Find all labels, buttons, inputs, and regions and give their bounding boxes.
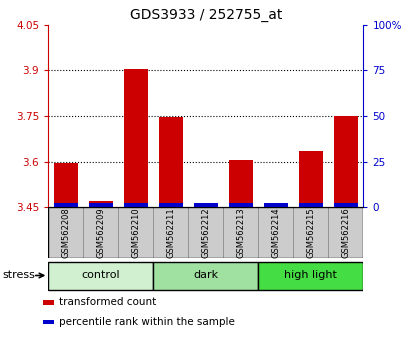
Bar (48, 262, 153, 290)
Bar (123, 203, 148, 207)
Text: transformed count: transformed count (59, 297, 157, 307)
Bar (264, 206, 288, 207)
Bar (54, 163, 78, 207)
Bar (333, 116, 358, 207)
Bar (89, 203, 113, 207)
Bar (159, 203, 183, 207)
Bar (153, 262, 258, 290)
Text: GSM562208: GSM562208 (61, 207, 70, 258)
Bar (43, 300, 55, 305)
Bar (89, 201, 113, 207)
Text: stress: stress (3, 269, 35, 280)
Text: high light: high light (284, 270, 337, 280)
Bar (258, 207, 293, 258)
Bar (188, 207, 223, 258)
Bar (228, 203, 253, 207)
Text: GSM562210: GSM562210 (131, 207, 140, 258)
Bar (159, 116, 183, 207)
Bar (123, 69, 148, 207)
Bar (299, 203, 323, 207)
Text: GSM562214: GSM562214 (271, 207, 280, 258)
Bar (83, 207, 118, 258)
Text: GSM562215: GSM562215 (306, 207, 315, 258)
Bar (228, 160, 253, 207)
Bar (333, 203, 358, 207)
Title: GDS3933 / 252755_at: GDS3933 / 252755_at (130, 8, 282, 22)
Text: GSM562211: GSM562211 (166, 207, 175, 258)
Bar (293, 207, 328, 258)
Bar (54, 203, 78, 207)
Text: percentile rank within the sample: percentile rank within the sample (59, 317, 235, 327)
Bar (223, 207, 258, 258)
Bar (48, 207, 83, 258)
Text: dark: dark (193, 270, 218, 280)
Bar (299, 152, 323, 207)
Bar (264, 203, 288, 207)
Bar (194, 203, 218, 207)
Bar (258, 262, 363, 290)
Text: GSM562213: GSM562213 (236, 207, 245, 258)
Text: GSM562212: GSM562212 (201, 207, 210, 258)
Bar (43, 320, 55, 324)
Text: GSM562216: GSM562216 (341, 207, 350, 258)
Text: GSM562209: GSM562209 (96, 207, 105, 258)
Bar (194, 206, 218, 207)
Bar (328, 207, 363, 258)
Text: control: control (81, 270, 120, 280)
Bar (153, 207, 188, 258)
Bar (118, 207, 153, 258)
